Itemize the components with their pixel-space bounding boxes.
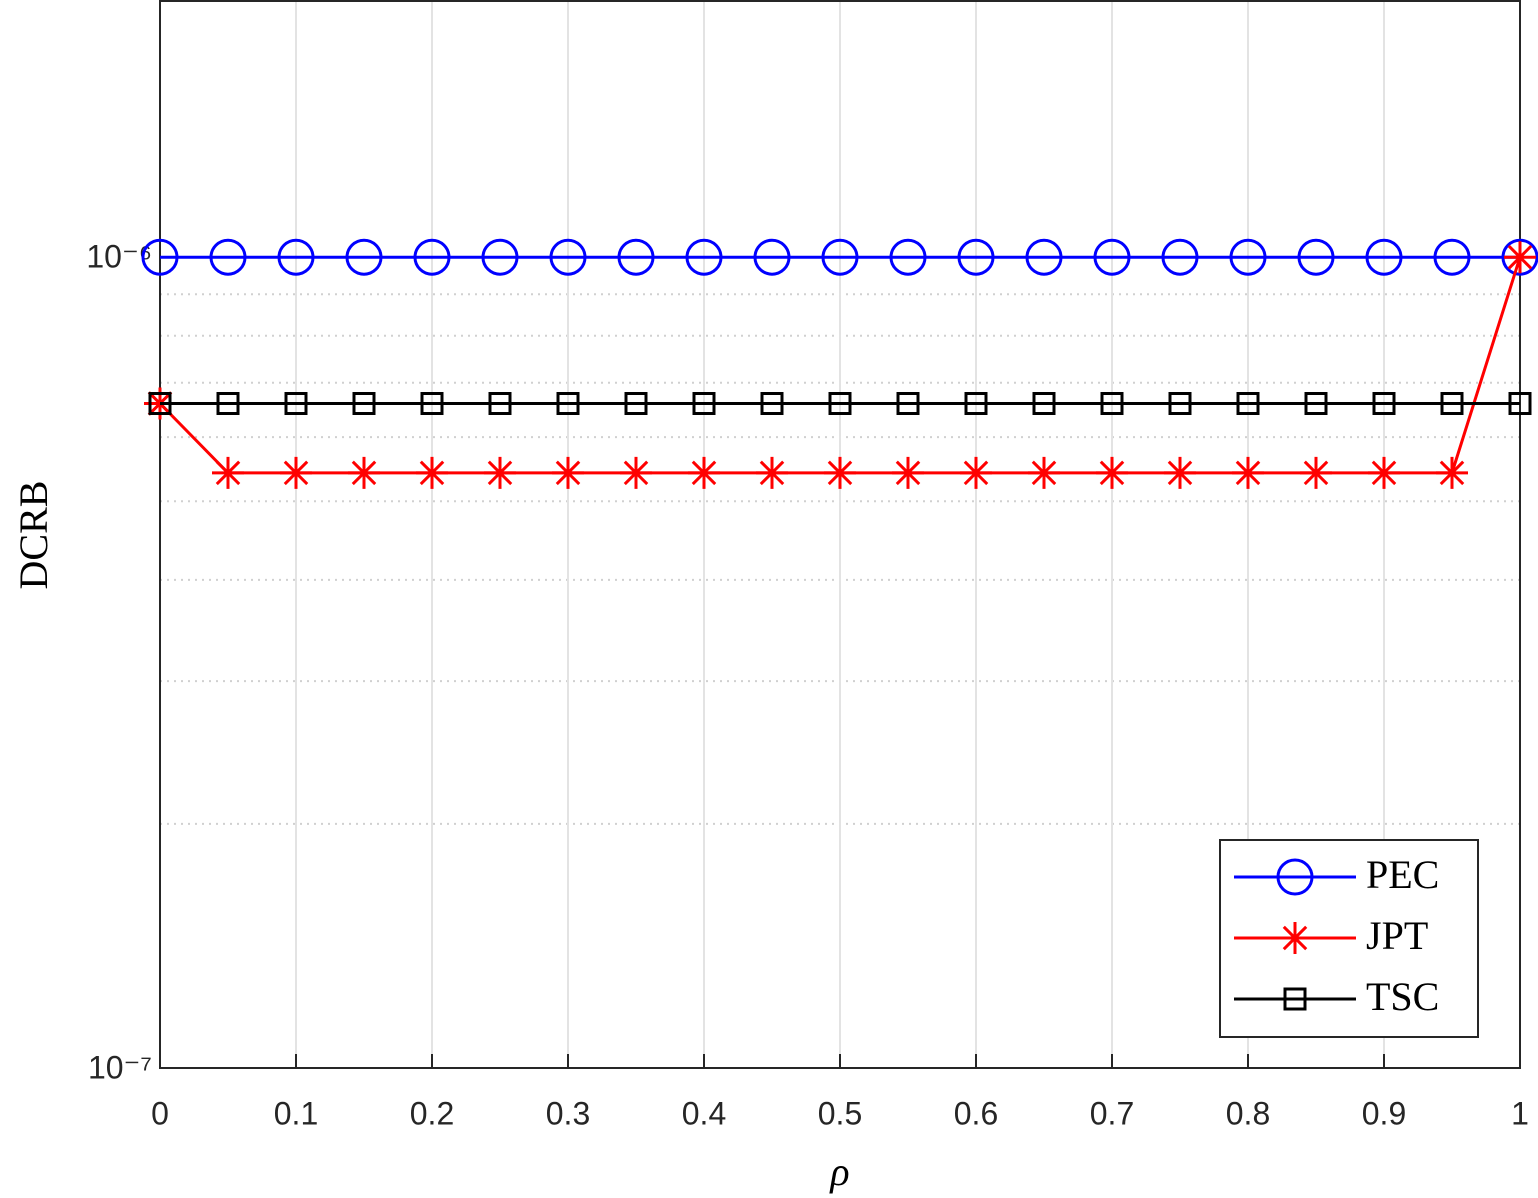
marker	[957, 238, 995, 276]
marker	[552, 456, 584, 489]
marker	[1229, 238, 1267, 276]
marker	[148, 392, 172, 416]
marker	[624, 392, 648, 416]
marker	[1236, 392, 1260, 416]
marker	[892, 456, 924, 489]
marker	[896, 392, 920, 416]
x-tick-label: 0.3	[546, 1095, 590, 1131]
marker	[688, 456, 720, 489]
marker	[889, 238, 927, 276]
marker	[481, 238, 519, 276]
marker	[141, 238, 179, 276]
marker	[1279, 922, 1311, 954]
marker	[756, 456, 788, 489]
marker	[1504, 241, 1536, 274]
marker	[760, 392, 784, 416]
marker	[1276, 858, 1314, 896]
marker	[1164, 456, 1196, 489]
marker	[416, 456, 448, 489]
marker	[1300, 456, 1332, 489]
marker	[352, 392, 376, 416]
marker	[1368, 456, 1400, 489]
marker	[1508, 392, 1532, 416]
marker	[212, 456, 244, 489]
legend-label: PEC	[1366, 852, 1439, 897]
y-axis-label: DCRB	[11, 481, 56, 590]
legend-label: JPT	[1366, 913, 1428, 958]
marker	[617, 238, 655, 276]
marker	[692, 392, 716, 416]
marker	[1100, 392, 1124, 416]
marker	[753, 238, 791, 276]
marker	[348, 456, 380, 489]
marker	[1436, 456, 1468, 489]
marker	[284, 392, 308, 416]
x-tick-label: 1	[1511, 1095, 1529, 1131]
x-tick-label: 0.5	[818, 1095, 862, 1131]
marker	[277, 238, 315, 276]
marker	[1093, 238, 1131, 276]
marker	[556, 392, 580, 416]
x-tick-label: 0	[151, 1095, 169, 1131]
marker	[420, 392, 444, 416]
legend: PEC JPT TSC	[1219, 839, 1479, 1038]
marker	[345, 238, 383, 276]
marker	[824, 456, 856, 489]
marker	[216, 392, 240, 416]
legend-label: TSC	[1366, 974, 1439, 1019]
marker	[1297, 238, 1335, 276]
marker	[1096, 456, 1128, 489]
marker	[1365, 238, 1403, 276]
axes-frame	[159, 0, 1521, 1069]
marker	[1433, 238, 1471, 276]
x-axis-label: ρ	[828, 1149, 849, 1194]
marker	[488, 392, 512, 416]
marker	[1032, 392, 1056, 416]
x-tick-label: 0.8	[1226, 1095, 1270, 1131]
marker	[685, 238, 723, 276]
marker	[1168, 392, 1192, 416]
marker	[549, 238, 587, 276]
marker	[1440, 392, 1464, 416]
marker	[280, 456, 312, 489]
marker	[960, 456, 992, 489]
x-tick-label: 0.7	[1090, 1095, 1134, 1131]
marker	[1283, 987, 1307, 1011]
marker	[413, 238, 451, 276]
x-tick-label: 0.9	[1362, 1095, 1406, 1131]
x-tick-label: 0.6	[954, 1095, 998, 1131]
x-tick-label: 0.2	[410, 1095, 454, 1131]
marker	[1304, 392, 1328, 416]
marker	[1501, 238, 1538, 276]
marker	[1025, 238, 1063, 276]
marker	[1372, 392, 1396, 416]
x-tick-label: 0.1	[274, 1095, 318, 1131]
marker	[209, 238, 247, 276]
x-tick-label: 0.4	[682, 1095, 726, 1131]
marker	[620, 456, 652, 489]
marker	[1028, 456, 1060, 489]
y-tick-label: 10⁻⁶	[86, 239, 152, 275]
marker	[821, 238, 859, 276]
marker	[1232, 456, 1264, 489]
y-tick-label: 10⁻⁷	[88, 1049, 152, 1085]
marker	[964, 392, 988, 416]
marker	[828, 392, 852, 416]
marker	[1161, 238, 1199, 276]
marker	[484, 456, 516, 489]
